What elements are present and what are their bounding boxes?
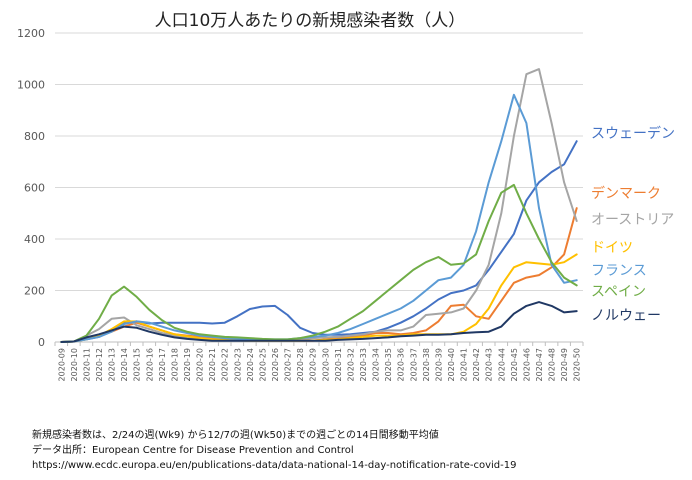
x-tick-label: 2020-35 <box>384 348 393 381</box>
x-tick-label: 2020-40 <box>447 348 456 381</box>
series-line <box>60 93 578 343</box>
x-tick-label: 2020-16 <box>145 348 154 381</box>
y-tick-label: 1200 <box>17 27 45 40</box>
y-tick-label: 400 <box>24 233 45 246</box>
x-tick-label: 2020-28 <box>296 348 305 381</box>
x-tick-label: 2020-23 <box>233 348 242 381</box>
x-tick-label: 2020-42 <box>472 348 481 381</box>
y-tick-label: 800 <box>24 130 45 143</box>
series-line <box>60 68 578 343</box>
legend-label: デンマーク <box>591 185 661 202</box>
x-tick-label: 2020-26 <box>271 348 280 381</box>
x-tick-label: 2020-44 <box>497 348 506 381</box>
legend-label: ノルウェー <box>591 308 661 324</box>
x-tick-label: 2020-38 <box>422 348 431 381</box>
legend-label: オーストリア <box>591 212 674 228</box>
x-tick-label: 2020-24 <box>246 348 255 381</box>
x-tick-label: 2020-46 <box>522 348 531 381</box>
x-tick-label: 2020-36 <box>397 348 406 381</box>
legend-label: フランス <box>591 263 647 279</box>
x-tick-label: 2020-43 <box>485 348 494 381</box>
chart-title: 人口10万人あたりの新規感染者数（人） <box>154 11 466 31</box>
x-tick-label: 2020-09 <box>57 348 66 381</box>
legend-label: ドイツ <box>591 240 633 256</box>
x-tick-label: 2020-41 <box>460 348 469 381</box>
x-tick-label: 2020-49 <box>560 348 569 381</box>
series-line <box>60 301 578 343</box>
x-tick-label: 2020-12 <box>95 348 104 381</box>
note-methodology: 新規感染者数は、2/24の週(Wk9) から12/7の週(Wk50)までの週ごと… <box>32 430 439 441</box>
x-tick-label: 2020-17 <box>158 348 167 381</box>
x-tick-label: 2020-13 <box>108 348 117 381</box>
notes: 新規感染者数は、2/24の週(Wk9) から12/7の週(Wk50)までの週ごと… <box>32 428 516 473</box>
x-tick-label: 2020-30 <box>321 348 330 381</box>
x-tick-label: 2020-39 <box>434 348 443 381</box>
legend-label: スペイン <box>591 284 646 300</box>
x-tick-label: 2020-29 <box>309 348 318 381</box>
series-line <box>60 140 578 343</box>
x-tick-label: 2020-20 <box>196 348 205 381</box>
x-tick-label: 2020-11 <box>82 348 91 381</box>
x-tick-label: 2020-27 <box>284 348 293 381</box>
x-tick-label: 2020-48 <box>548 348 557 381</box>
x-tick-label: 2020-18 <box>170 348 179 381</box>
x-tick-label: 2020-34 <box>372 348 381 381</box>
legend-label: スウェーデン <box>591 125 675 142</box>
x-tick-label: 2020-25 <box>258 348 267 381</box>
note-url: https://www.ecdc.europa.eu/en/publicatio… <box>32 460 517 471</box>
x-tick-label: 2020-19 <box>183 348 192 381</box>
y-tick-label: 0 <box>38 336 45 349</box>
x-tick-label: 2020-37 <box>409 348 418 381</box>
x-tick-label: 2020-47 <box>535 348 544 381</box>
x-tick-label: 2020-15 <box>133 348 142 381</box>
x-tick-label: 2020-31 <box>334 348 343 381</box>
y-tick-label: 200 <box>24 285 45 298</box>
x-tick-label: 2020-10 <box>70 348 79 381</box>
x-tick-label: 2020-50 <box>573 348 582 381</box>
x-tick-label: 2020-32 <box>346 348 355 381</box>
x-tick-label: 2020-45 <box>510 348 519 381</box>
x-tick-label: 2020-33 <box>359 348 368 381</box>
x-tick-label: 2020-21 <box>208 348 217 381</box>
x-tick-label: 2020-14 <box>120 348 129 381</box>
y-tick-label: 600 <box>24 182 45 195</box>
x-tick-label: 2020-22 <box>221 348 230 381</box>
series-line <box>60 183 578 343</box>
y-tick-label: 1000 <box>17 79 45 92</box>
note-source: データ出所：European Centre for Disease Preven… <box>32 445 354 456</box>
